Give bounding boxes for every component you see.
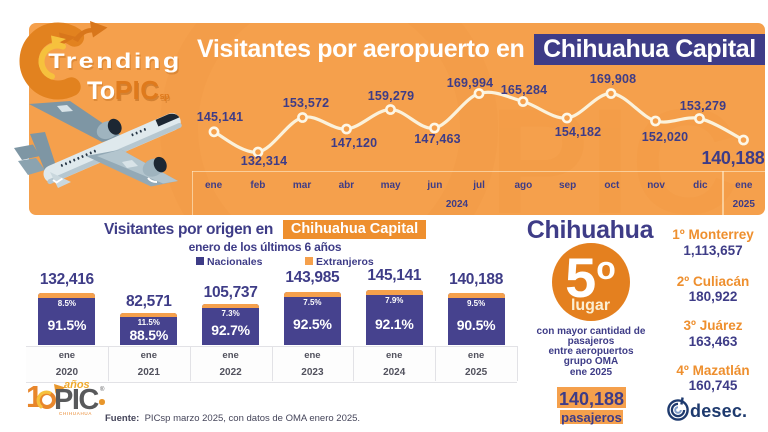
- svg-text:PIC: PIC: [489, 77, 739, 215]
